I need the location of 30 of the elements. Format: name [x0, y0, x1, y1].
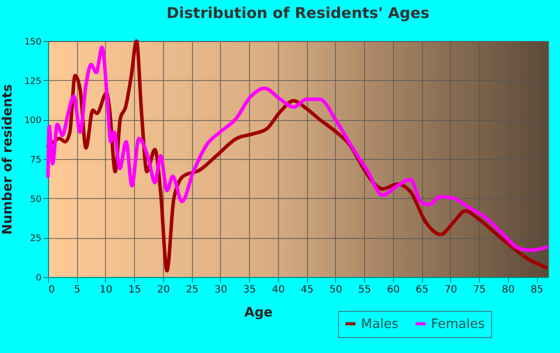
x-tick-label: 45 — [300, 284, 314, 296]
y-axis-title: Number of residents — [0, 84, 16, 235]
x-tick-label: 35 — [243, 284, 256, 296]
legend-label: Females — [431, 316, 486, 332]
legend-label: Males — [361, 316, 399, 332]
x-tick-label: 20 — [157, 284, 170, 296]
y-tick-label: 125 — [24, 76, 42, 87]
x-tick-label: 15 — [128, 284, 142, 296]
x-tick-label: 0 — [48, 284, 55, 296]
y-tick-label: 25 — [30, 234, 42, 244]
x-tick-label: 50 — [329, 284, 342, 296]
x-tick-label: 80 — [502, 284, 515, 296]
x-tick-label: 85 — [530, 284, 544, 296]
x-axis-title: Age — [244, 306, 273, 320]
x-tick-label: 70 — [444, 284, 458, 296]
y-tick-label: 50 — [30, 194, 42, 205]
y-tick-label: 0 — [36, 274, 42, 284]
x-tick-label: 10 — [100, 284, 112, 296]
x-tick-label: 30 — [214, 284, 228, 296]
x-tick-label: 60 — [386, 284, 400, 296]
y-tick-label: 150 — [24, 38, 42, 48]
x-tick-label: 40 — [272, 284, 285, 296]
x-tick-label: 55 — [358, 284, 371, 296]
chart-title: Distribution of Residents' Ages — [166, 4, 430, 22]
x-tick-label: 25 — [186, 284, 199, 296]
x-tick-label: 65 — [416, 284, 428, 296]
y-tick-label: 100 — [24, 116, 42, 126]
x-tick-label: 75 — [473, 284, 486, 296]
x-tick-label: 5 — [74, 284, 80, 296]
y-tick-label: 75 — [30, 156, 42, 166]
